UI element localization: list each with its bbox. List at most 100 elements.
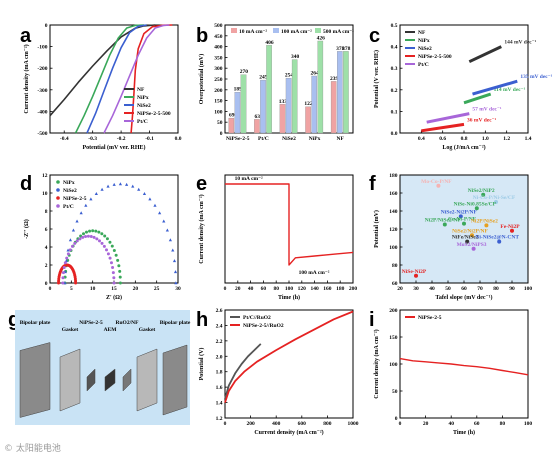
y-tick-label-f: 120	[389, 227, 398, 233]
stack-label: Bipolar plate	[20, 320, 51, 326]
legend-c-label: Pt/C	[418, 62, 429, 68]
stack-label: Gasket	[139, 327, 156, 333]
x-tick-label-a: 0.0	[175, 136, 182, 142]
x-tick-label-c: 0.6	[439, 136, 446, 142]
y-tick-label-h: 2.2	[216, 339, 223, 345]
bar-value-label: 340	[291, 54, 300, 60]
x-tick-label-f: 100	[524, 286, 533, 292]
nyquist-point-NiSe2	[125, 182, 129, 186]
comparison-point	[474, 206, 479, 211]
y-tick-label-d: 6	[45, 227, 48, 233]
x-tick-label-d: 30	[175, 286, 181, 292]
annotation-10: 10 mA cm⁻²	[235, 176, 263, 182]
series-line-Pt/C	[103, 24, 170, 134]
x-axis-label-f: Tafel slope (mV dec⁻¹)	[435, 294, 492, 301]
y-tick-label-c: 0.4	[391, 45, 398, 51]
nyquist-point-NiSe2	[79, 211, 83, 215]
x-tick-label-a: -0.4	[60, 136, 69, 142]
x-axis-label-e: Time (h)	[278, 294, 300, 301]
stack-label: NiPSe-2-5	[79, 320, 103, 326]
y-axis-label-d: -Z'' (Ω)	[23, 219, 30, 239]
nyquist-point-Pt/C	[81, 235, 85, 239]
bar-100 mA cm⁻²	[285, 77, 292, 134]
y-tick-label-b: 100	[214, 109, 223, 115]
y-tick-label-c: 0.3	[391, 66, 398, 72]
nyquist-point-Pt/C	[98, 239, 102, 243]
bar-value-label: 239	[330, 76, 339, 82]
stack-plate	[19, 342, 51, 418]
panel-letter-a: a	[20, 25, 32, 47]
legend-b-swatch	[315, 28, 321, 33]
nyquist-point-NiPx	[108, 240, 112, 244]
legend-d-swatch	[56, 196, 60, 200]
y-tick-label-h: 1.2	[216, 416, 223, 422]
x-tick-label-i: 20	[423, 421, 429, 427]
nyquist-point-Pt/C	[106, 252, 110, 256]
slope-label: 57 mV dec⁻¹	[472, 107, 502, 113]
x-tick-label-e: 180	[336, 286, 345, 292]
y-tick-label-b: 300	[214, 66, 223, 72]
x-tick-label-c: 0.4	[418, 136, 425, 142]
bar-10 mA cm⁻²	[305, 106, 311, 134]
nyquist-point-NiPx	[116, 258, 120, 262]
nyquist-point-NiSe2	[118, 182, 122, 186]
nyquist-point-NiSe2	[75, 219, 79, 223]
comparison-label: NiSe-Ni0.85Se/CP	[454, 201, 497, 207]
x-tick-label-d: 25	[154, 286, 160, 292]
comparison-label: Mo-Co-P/NF	[421, 179, 452, 185]
legend-b-label: 10 mA cm⁻²	[239, 29, 267, 35]
slope-label: 114 mV dec⁻¹	[494, 87, 526, 93]
y-tick-label-h: 2.4	[216, 323, 223, 329]
nyquist-point-NiPx	[94, 229, 98, 233]
bar-10 mA cm⁻²	[279, 104, 286, 134]
y-tick-label-c: 0.5	[391, 23, 398, 29]
slope-label: 135 mV dec⁻¹	[520, 74, 552, 80]
comparison-label: Ni2P/NiSe2-NF	[425, 218, 462, 224]
nyquist-point-Pt/C	[66, 252, 70, 256]
y-tick-label-b: 0	[220, 131, 223, 137]
legend-d-label: NiPSe-2-5	[63, 196, 87, 202]
y-tick-label-d: 2	[45, 263, 48, 269]
y-tick-label-i: 100	[389, 362, 398, 368]
tafel-line-NiPx	[463, 92, 492, 105]
nyquist-point-Pt/C	[111, 266, 115, 270]
nyquist-point-Pt/C	[86, 234, 90, 238]
bar-value-label: 264	[310, 70, 319, 76]
panel-letter-e: e	[196, 173, 207, 195]
x-tick-label-h: 400	[272, 421, 281, 427]
nyquist-point-Pt/C	[78, 237, 82, 241]
x-tick-label-d: 0	[49, 286, 52, 292]
x-tick-label-f: 40	[429, 286, 435, 292]
nyquist-point-Pt/C	[89, 234, 93, 238]
y-tick-label-h: 2.0	[216, 354, 223, 360]
panel-letter-f: f	[369, 173, 376, 195]
nyquist-point-NiPx	[114, 253, 118, 257]
y-tick-label-h: 1.4	[216, 401, 223, 407]
legend-d-swatch	[56, 180, 60, 184]
stack-plate	[104, 368, 116, 392]
legend-c-label: NiSe2	[418, 46, 432, 52]
y-tick-label-f: 140	[389, 209, 398, 215]
tafel-line-NiSe2	[472, 79, 518, 96]
nyquist-point-Pt/C	[65, 256, 69, 260]
comparison-label: NiFe/NiSe2	[452, 235, 479, 241]
nyquist-point-Pt/C	[70, 244, 74, 248]
nyquist-point-Pt/C	[61, 281, 65, 285]
bar-value-label: 254	[285, 73, 294, 79]
bar-value-label: 122	[304, 101, 313, 107]
bar-100 mA cm⁻²	[337, 51, 343, 134]
category-label: NiSe2	[282, 136, 296, 142]
tafel-line-Pt/C	[426, 112, 470, 124]
y-tick-label-d: 12	[42, 173, 48, 179]
x-tick-label-e: 200	[349, 286, 358, 292]
x-tick-label-e: 100	[285, 286, 294, 292]
y-tick-label-i: 150	[389, 335, 398, 341]
bar-10 mA cm⁻²	[254, 119, 260, 134]
x-tick-label-e: 40	[248, 286, 254, 292]
nyquist-point-NiSe2	[172, 259, 177, 263]
series-line-NiPx	[74, 24, 144, 134]
nyquist-point-Pt/C	[95, 237, 99, 241]
comparison-label: Ni-NiSe2@N-CNT	[475, 235, 519, 241]
bar-10 mA cm⁻²	[330, 81, 337, 134]
comparison-point	[510, 228, 514, 233]
